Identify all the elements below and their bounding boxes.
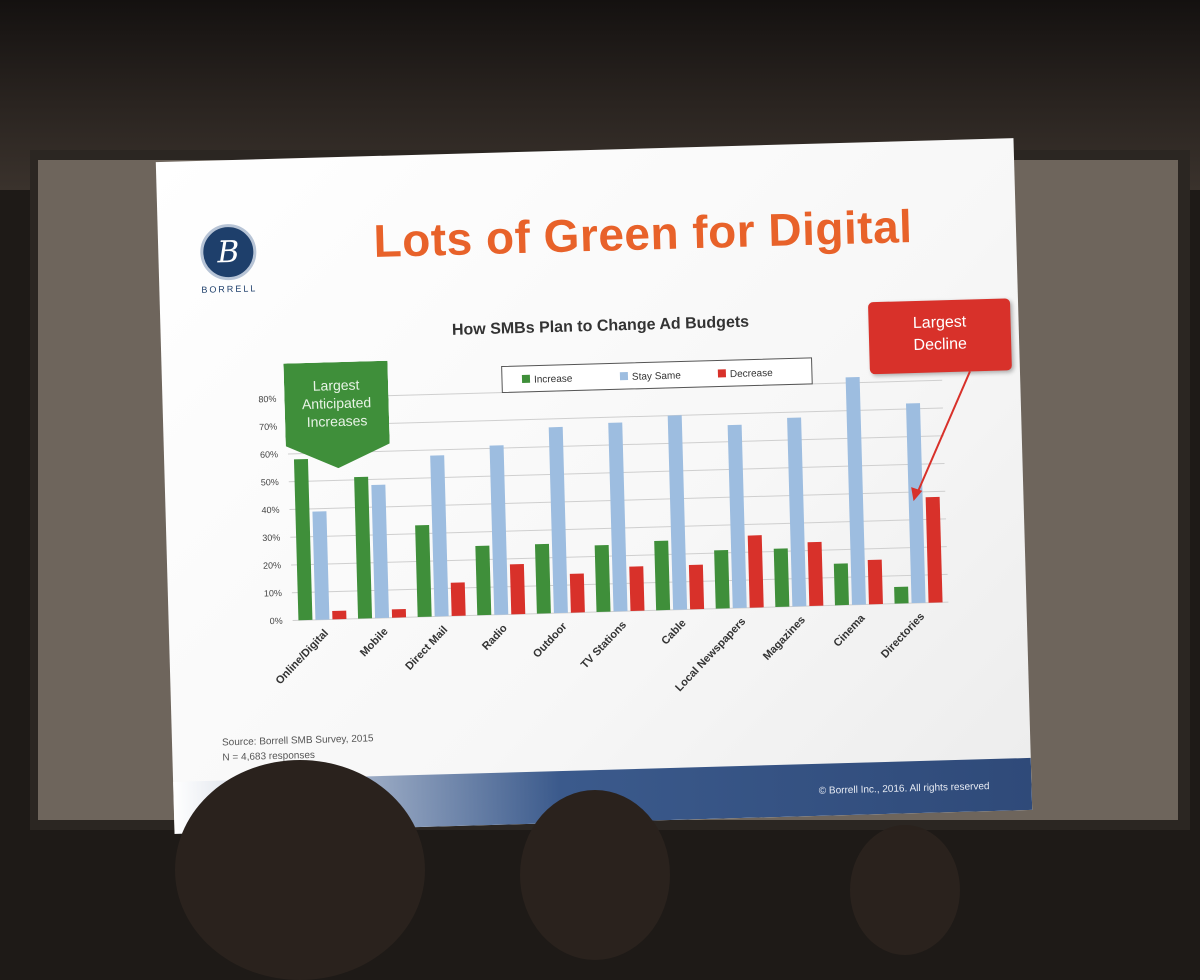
legend-label: Decrease	[730, 368, 774, 380]
bar-stay-same	[489, 445, 509, 615]
bar-increase	[773, 548, 790, 607]
y-tick-label: 70%	[259, 422, 277, 432]
bar-decrease	[867, 559, 883, 605]
bar-increase	[475, 545, 492, 616]
legend-label: Increase	[534, 374, 573, 386]
y-tick-label: 30%	[262, 533, 280, 543]
slide: B BORRELL Lots of Green for Digital How …	[155, 138, 1033, 834]
audience-head-3	[850, 825, 960, 955]
y-tick-label: 0%	[269, 616, 282, 626]
bar-chart: 0%10%20%30%40%50%60%70%80%Online/Digital…	[258, 357, 949, 694]
bar-decrease	[925, 496, 943, 603]
legend-swatch	[717, 369, 727, 378]
bar-increase	[654, 540, 671, 611]
bar-decrease	[332, 610, 347, 620]
bar-increase	[894, 586, 909, 604]
bar-increase	[714, 550, 730, 609]
bar-stay-same	[371, 484, 390, 619]
bar-stay-same	[312, 511, 330, 620]
bar-decrease	[807, 541, 824, 607]
y-tick-label: 10%	[264, 588, 282, 598]
y-tick-label: 20%	[263, 560, 281, 570]
bar-stay-same	[787, 417, 807, 607]
bar-decrease	[747, 535, 764, 608]
bar-decrease	[450, 582, 466, 617]
bar-decrease	[569, 573, 585, 613]
legend-swatch	[619, 372, 629, 381]
bar-increase	[293, 459, 313, 621]
gridline	[287, 407, 943, 427]
y-tick-label: 50%	[261, 477, 279, 487]
legend-label: Stay Same	[632, 371, 682, 383]
bar-stay-same	[845, 376, 866, 605]
bar-increase	[415, 525, 432, 617]
bar-increase	[833, 563, 849, 606]
bar-decrease	[391, 608, 407, 618]
bar-stay-same	[608, 422, 628, 612]
bar-decrease	[509, 564, 526, 615]
bar-stay-same	[548, 426, 568, 614]
callout-arrow	[911, 371, 971, 502]
bar-increase	[594, 545, 611, 612]
legend-swatch	[521, 374, 531, 383]
bar-decrease	[629, 566, 645, 612]
audience-head-1	[175, 760, 425, 980]
legend-box	[501, 357, 813, 394]
bar-decrease	[688, 564, 705, 610]
bar-stay-same	[430, 455, 449, 617]
bar-stay-same	[667, 415, 688, 610]
y-tick-label: 40%	[261, 505, 279, 515]
bar-stay-same	[727, 424, 747, 609]
bar-increase	[534, 543, 551, 614]
y-tick-label: 80%	[258, 394, 276, 404]
y-tick-label: 60%	[260, 449, 278, 459]
bar-increase	[354, 476, 373, 619]
audience-head-2	[520, 790, 670, 960]
bar-stay-same	[905, 403, 926, 604]
